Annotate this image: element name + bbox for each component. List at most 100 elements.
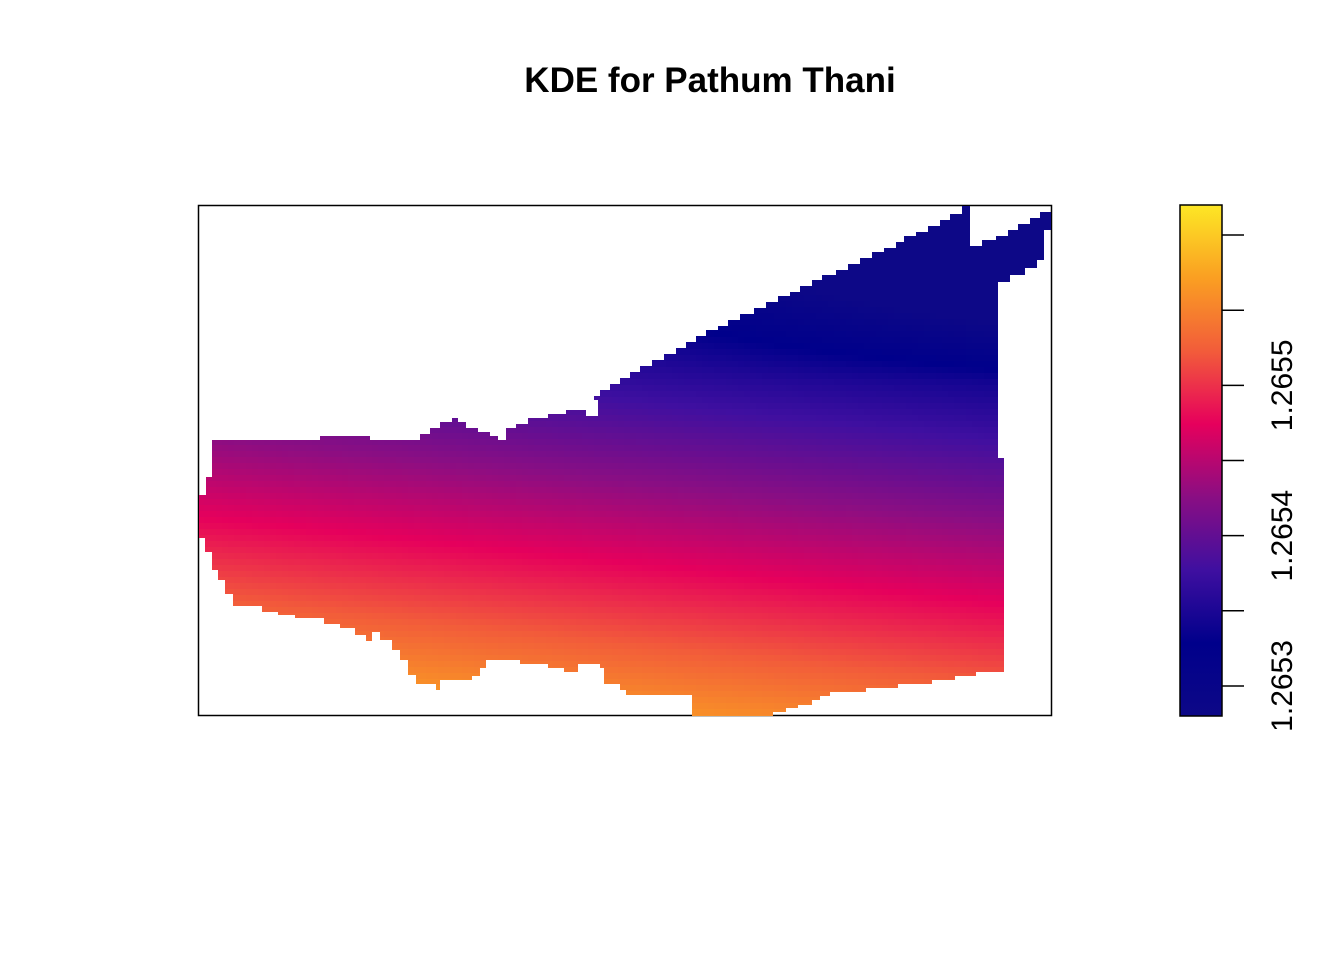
- heatmap-cell: [498, 223, 505, 230]
- heatmap-cell: [918, 253, 925, 260]
- heatmap-cell: [222, 397, 229, 404]
- heatmap-cell: [816, 229, 823, 236]
- heatmap-cell: [546, 319, 553, 326]
- heatmap-cell: [378, 361, 385, 368]
- heatmap-cell: [438, 361, 445, 368]
- heatmap-cell: [486, 223, 493, 230]
- heatmap-cell: [930, 331, 937, 338]
- heatmap-cell: [954, 337, 961, 344]
- heatmap-cell: [612, 235, 619, 242]
- heatmap-cell: [234, 271, 241, 278]
- heatmap-cell: [744, 373, 751, 380]
- heatmap-cell: [960, 235, 967, 242]
- heatmap-cell: [450, 271, 457, 278]
- heatmap-cell: [822, 391, 829, 398]
- heatmap-cell: [888, 319, 895, 326]
- heatmap-cell: [1038, 355, 1045, 362]
- heatmap-cell: [918, 343, 925, 350]
- heatmap-cell: [918, 235, 925, 242]
- heatmap-cell: [462, 235, 469, 242]
- heatmap-cell: [390, 391, 397, 398]
- heatmap-cell: [252, 289, 259, 296]
- heatmap-cell: [1020, 247, 1027, 254]
- heatmap-cell: [828, 361, 835, 368]
- heatmap-cell: [624, 289, 631, 296]
- heatmap-cell: [342, 343, 349, 350]
- heatmap-cell: [576, 241, 583, 248]
- heatmap-cell: [780, 289, 787, 296]
- heatmap-cell: [876, 307, 883, 314]
- heatmap-cell: [774, 289, 781, 296]
- heatmap-cell: [570, 259, 577, 266]
- heatmap-cell: [240, 367, 247, 374]
- heatmap-cell: [546, 331, 553, 338]
- heatmap-cell: [810, 391, 817, 398]
- heatmap-cell: [402, 349, 409, 356]
- heatmap-cell: [318, 325, 325, 332]
- heatmap-cell: [522, 241, 529, 248]
- heatmap-cell: [840, 265, 847, 272]
- heatmap-cell: [702, 349, 709, 356]
- heatmap-cell: [234, 319, 241, 326]
- heatmap-cell: [276, 253, 283, 260]
- heatmap-cell: [678, 367, 685, 374]
- heatmap-cell: [360, 247, 367, 254]
- heatmap-cell: [702, 391, 709, 398]
- heatmap-cell: [936, 337, 943, 344]
- heatmap-cell: [966, 343, 973, 350]
- heatmap-cell: [624, 367, 631, 374]
- heatmap-cell: [996, 283, 1003, 290]
- heatmap-cell: [228, 217, 235, 224]
- heatmap-cell: [870, 295, 877, 302]
- heatmap-cell: [246, 331, 253, 338]
- heatmap-cell: [336, 319, 343, 326]
- heatmap-cell: [996, 361, 1003, 368]
- heatmap-cell: [1014, 391, 1021, 398]
- heatmap-cell: [258, 259, 265, 266]
- heatmap-cell: [804, 301, 811, 308]
- heatmap-cell: [738, 391, 745, 398]
- heatmap-cell: [966, 241, 973, 248]
- heatmap-cell: [756, 307, 763, 314]
- heatmap-cell: [258, 235, 265, 242]
- heatmap-cell: [1002, 385, 1009, 392]
- heatmap-cell: [822, 337, 829, 344]
- heatmap-cell: [210, 361, 217, 368]
- heatmap-cell: [546, 361, 553, 368]
- heatmap-cell: [906, 265, 913, 272]
- heatmap-cell: [420, 307, 427, 314]
- heatmap-cell: [1044, 361, 1051, 368]
- heatmap-cell: [888, 337, 895, 344]
- heatmap-cell: [636, 385, 643, 392]
- heatmap-cell: [612, 301, 619, 308]
- heatmap-cell: [1020, 325, 1027, 332]
- heatmap-cell: [870, 265, 877, 272]
- heatmap-cell: [564, 331, 571, 338]
- heatmap-cell: [378, 337, 385, 344]
- heatmap-cell: [474, 265, 481, 272]
- heatmap-cell: [774, 343, 781, 350]
- heatmap-cell: [552, 343, 559, 350]
- heatmap-cell: [396, 271, 403, 278]
- heatmap-cell: [480, 343, 487, 350]
- heatmap-cell: [1026, 211, 1033, 218]
- heatmap-cell: [528, 319, 535, 326]
- heatmap-cell: [336, 265, 343, 272]
- heatmap-cell: [864, 397, 871, 404]
- heatmap-cell: [300, 409, 307, 416]
- heatmap-cell: [978, 385, 985, 392]
- heatmap-cell: [336, 313, 343, 320]
- heatmap-cell: [624, 259, 631, 266]
- heatmap-cell: [558, 211, 565, 218]
- heatmap-cell: [492, 337, 499, 344]
- heatmap-cell: [288, 307, 295, 314]
- heatmap-cell: [570, 373, 577, 380]
- heatmap-cell: [774, 271, 781, 278]
- heatmap-cell: [684, 283, 691, 290]
- heatmap-cell: [540, 343, 547, 350]
- heatmap-cell: [342, 337, 349, 344]
- heatmap-cell: [258, 337, 265, 344]
- heatmap-cell: [246, 403, 253, 410]
- heatmap-cell: [516, 385, 523, 392]
- heatmap-cell: [462, 307, 469, 314]
